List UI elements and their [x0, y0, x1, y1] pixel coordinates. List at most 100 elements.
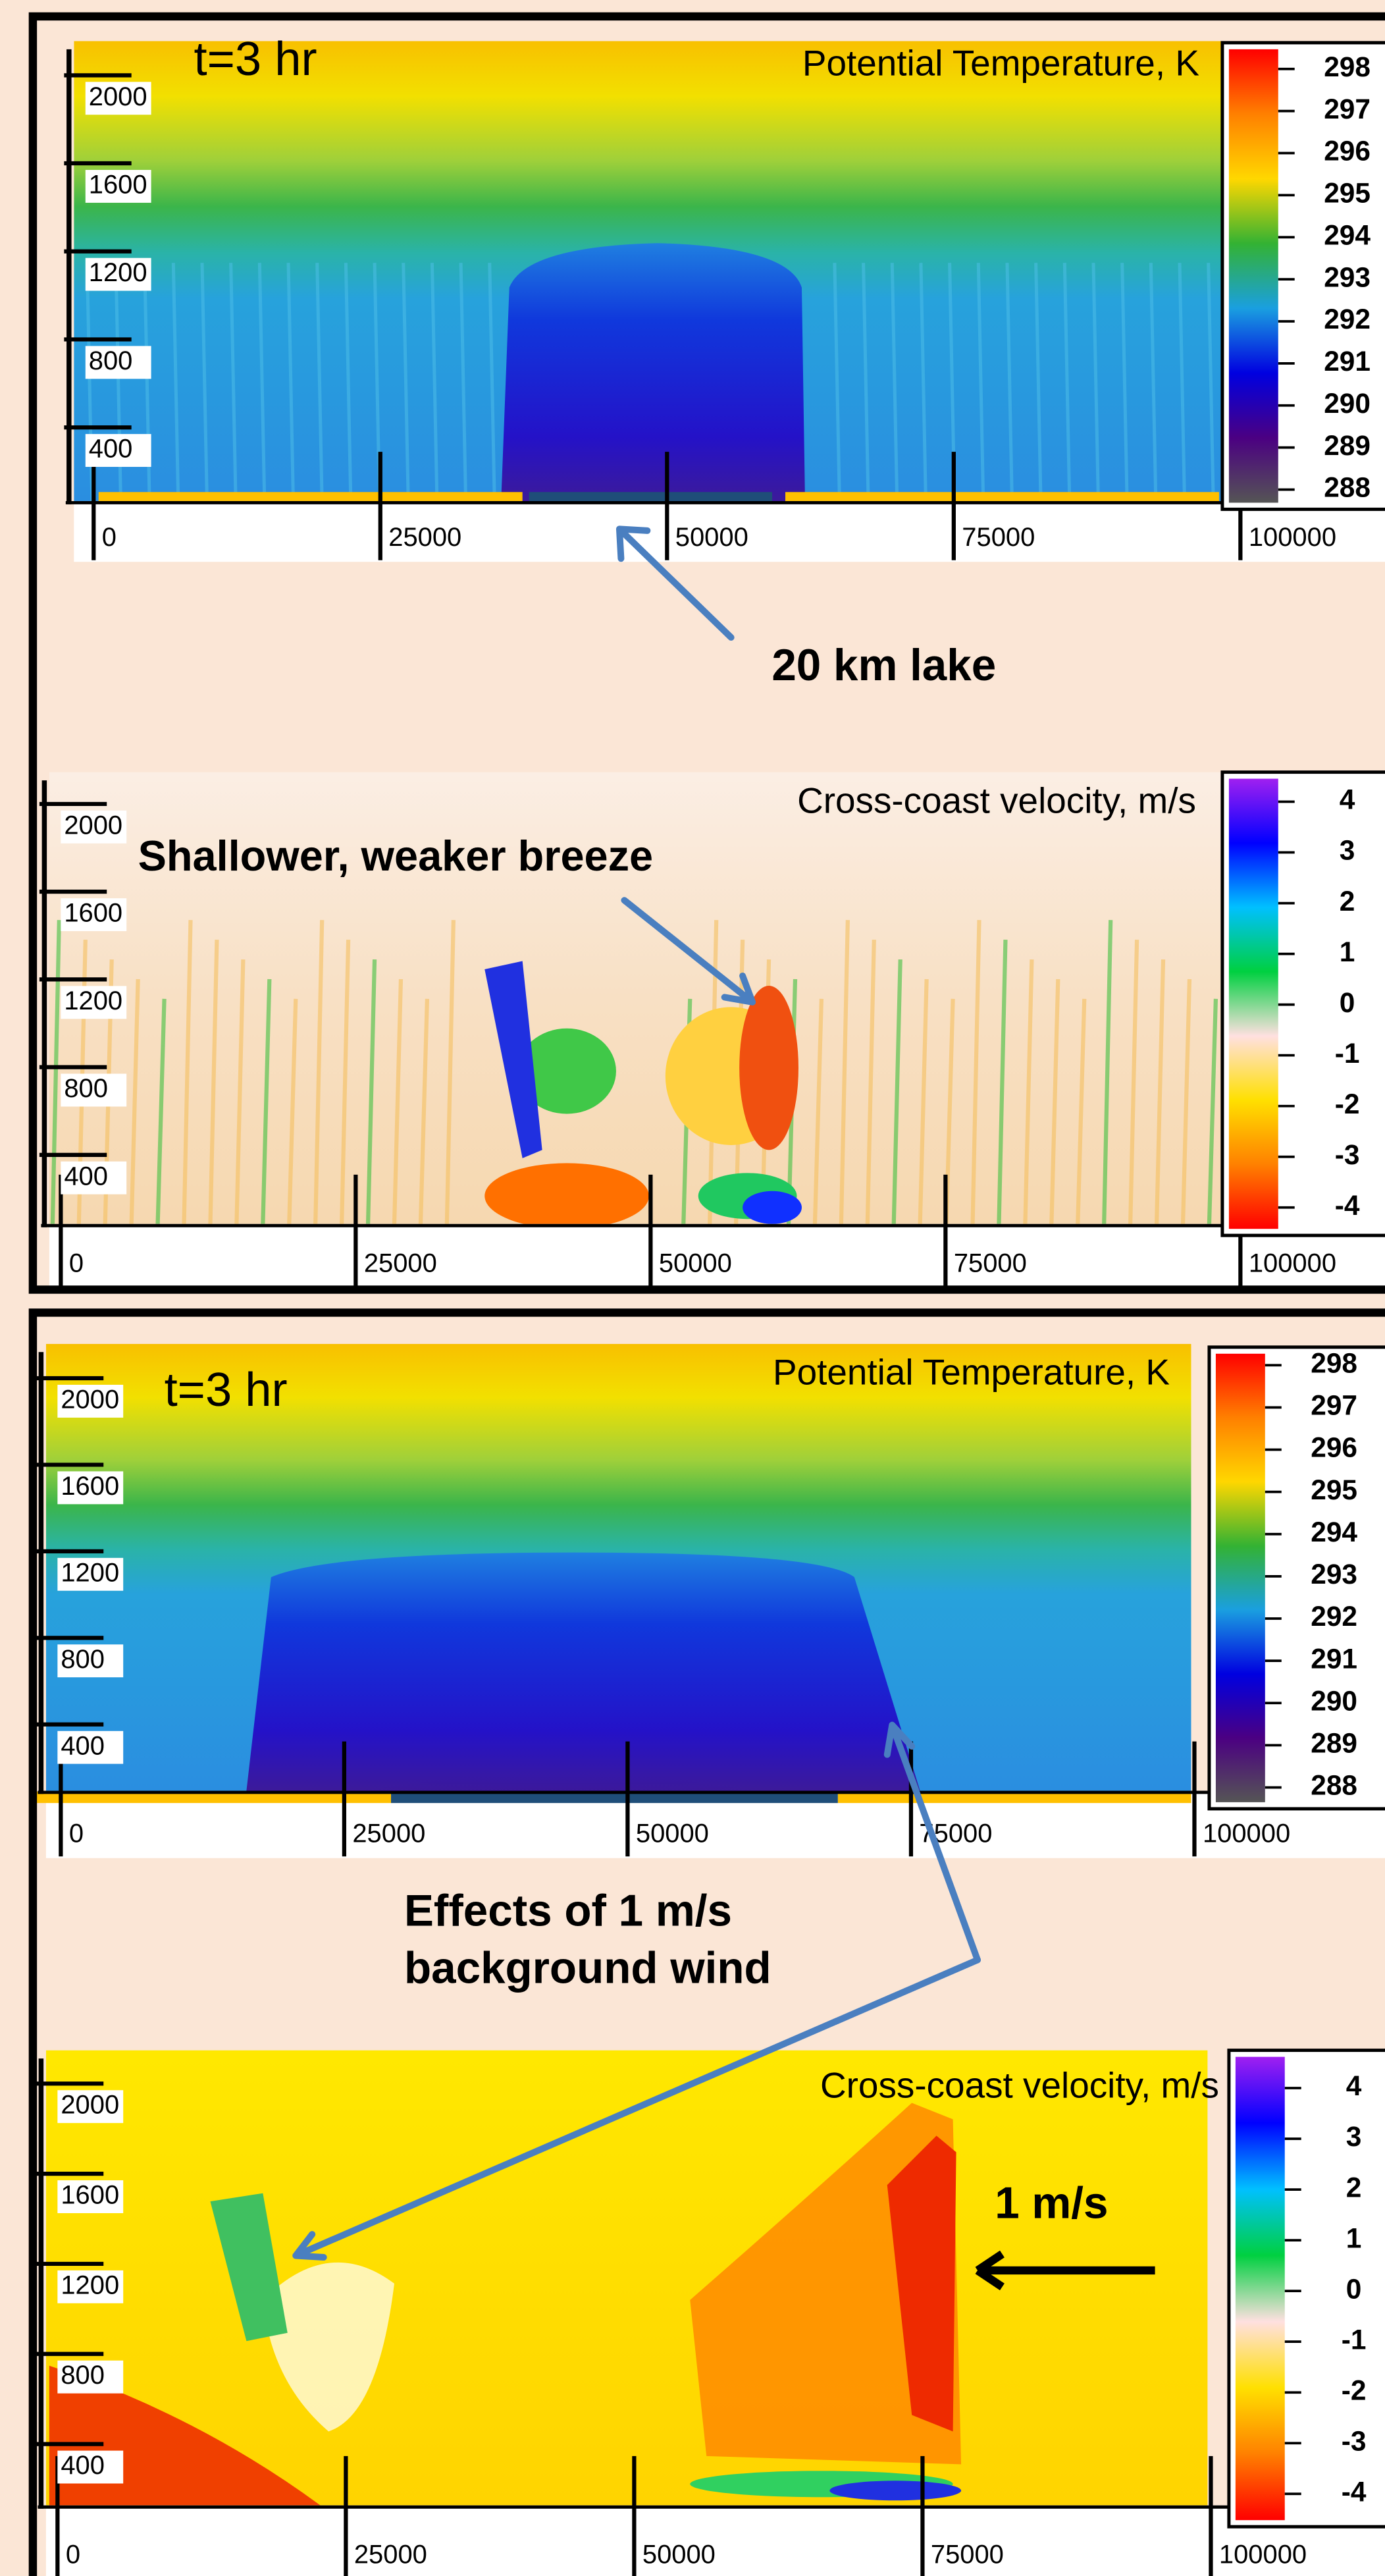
x-tick-label: 25000 — [352, 1819, 425, 1848]
y-tick-label: 1600 — [64, 899, 122, 928]
y-tick-label: 400 — [89, 435, 133, 464]
colorbar — [1235, 2056, 1285, 2521]
heatmap — [45, 1343, 1191, 1791]
y-tick-label: 800 — [89, 346, 133, 375]
annotation: 1 m/s — [995, 2178, 1108, 2228]
panel: 0 25000 50000 75000 100000400800120016002000… — [36, 1343, 1385, 1858]
arrow — [883, 1721, 981, 1964]
colorbar-tick-label: 289 — [1311, 1728, 1357, 1759]
heatmap-field — [50, 920, 61, 1224]
x-tick-label: 25000 — [364, 1249, 437, 1278]
y-tick-box — [85, 346, 151, 379]
heatmap-field — [340, 940, 351, 1224]
panel: 0 25000 50000 75000 100000400800120016002000… — [39, 770, 1385, 1288]
colorbar — [1215, 1353, 1265, 1802]
annotation: background wind — [404, 1944, 771, 1993]
heatmap-field — [488, 263, 496, 501]
heatmap-field — [261, 979, 272, 1224]
y-tick-box — [85, 257, 151, 291]
y-tick-label: 2000 — [61, 1385, 119, 1414]
y-tick-box — [61, 810, 127, 844]
y-tick-box — [61, 898, 127, 932]
heatmap-field — [833, 263, 841, 501]
x-tick-label: 75000 — [954, 1249, 1027, 1278]
heatmap-field — [344, 263, 353, 501]
x-tick-label: 25000 — [388, 523, 461, 552]
y-tick-label: 2000 — [61, 2091, 119, 2120]
y-tick-box — [85, 170, 151, 203]
chart-title: Potential Temperature, K — [773, 1352, 1170, 1393]
y-tick-label: 1200 — [61, 1558, 119, 1587]
x-tick-label: 75000 — [962, 523, 1035, 552]
heatmap-field — [887, 2135, 956, 2432]
heatmap-field — [1154, 959, 1166, 1224]
heatmap-field — [839, 920, 850, 1224]
colorbar-tick-label: 2 — [1340, 886, 1355, 917]
x-tick-label: 100000 — [1203, 1819, 1290, 1848]
colorbar-tick-label: 3 — [1346, 2121, 1362, 2152]
heatmap-field — [418, 998, 430, 1224]
y-tick-label: 400 — [64, 1162, 108, 1191]
colorbar-tick-label: 4 — [1340, 784, 1355, 815]
colorbar-tick-label: 295 — [1324, 178, 1371, 209]
colorbar-tick-label: -4 — [1335, 1190, 1360, 1221]
annotation: Shallower, weaker breeze — [138, 832, 653, 880]
heatmap-field — [287, 998, 298, 1224]
heatmap-field — [1120, 263, 1129, 501]
colorbar-tick-label: 294 — [1311, 1516, 1357, 1547]
x-tick-label: 0 — [66, 2540, 80, 2569]
y-tick-label: 800 — [61, 2361, 105, 2390]
panel: 0 25000 50000 75000 100000400800120016002000… — [36, 2049, 1385, 2576]
colorbar-tick-label: 293 — [1311, 1559, 1357, 1590]
arrow — [621, 897, 756, 1006]
y-tick-box — [57, 1557, 124, 1591]
colorbar-tick-label: -2 — [1335, 1088, 1360, 1119]
y-tick-box — [57, 1471, 124, 1505]
heatmap-field — [257, 263, 267, 501]
x-tick-label: 0 — [69, 1249, 84, 1278]
arrow — [292, 1956, 981, 2261]
x-tick-label: 75000 — [931, 2540, 1004, 2569]
colorbar — [1228, 49, 1278, 503]
heatmap-field — [200, 263, 209, 501]
colorbar-tick-label: 291 — [1311, 1643, 1357, 1674]
x-tick-label: 50000 — [675, 523, 748, 552]
heatmap-field — [210, 2193, 288, 2342]
colorbar-tick-label: -3 — [1342, 2425, 1367, 2456]
heatmap-field — [1207, 998, 1218, 1224]
y-tick-box — [57, 1731, 124, 1764]
colorbar-tick-label: 297 — [1311, 1390, 1357, 1421]
colorbar-tick-label: 294 — [1324, 219, 1371, 250]
heatmap-field — [182, 920, 193, 1224]
heatmap-field — [1062, 263, 1072, 501]
heatmap-field — [155, 998, 167, 1224]
colorbar-tick-label: 1 — [1340, 936, 1355, 967]
y-tick-box — [57, 2090, 124, 2124]
heatmap-field — [919, 263, 928, 501]
heatmap-field — [501, 243, 805, 501]
heatmap-field — [365, 959, 377, 1224]
wind-arrow — [975, 2250, 1155, 2291]
colorbar-tick-label: 296 — [1311, 1432, 1357, 1463]
heatmap-field — [45, 2050, 1208, 2506]
heatmap-field — [234, 959, 246, 1224]
colorbar — [1228, 778, 1278, 1229]
colorbar-tick-label: 292 — [1311, 1601, 1357, 1632]
heatmap-field — [402, 263, 410, 501]
heatmap-field — [865, 940, 876, 1224]
y-tick-label: 1200 — [61, 2270, 119, 2299]
colorbar-tick-label: -2 — [1342, 2375, 1367, 2405]
heatmap-field — [392, 979, 404, 1224]
heatmap-field — [286, 263, 296, 501]
panels: 0 25000 50000 75000 100000 400 800 1200 1600 2000… — [36, 32, 1385, 2576]
x-tick-label: 100000 — [1249, 1249, 1336, 1278]
colorbar-tick-label: 288 — [1324, 472, 1371, 503]
time-label: t=3 hr — [165, 1363, 288, 1416]
colorbar-tick-label: 288 — [1311, 1770, 1357, 1801]
y-tick-box — [57, 2450, 124, 2484]
heatmap-field — [1207, 263, 1215, 501]
colorbar-tick-label: 295 — [1311, 1474, 1357, 1505]
y-tick-label: 2000 — [89, 82, 147, 111]
